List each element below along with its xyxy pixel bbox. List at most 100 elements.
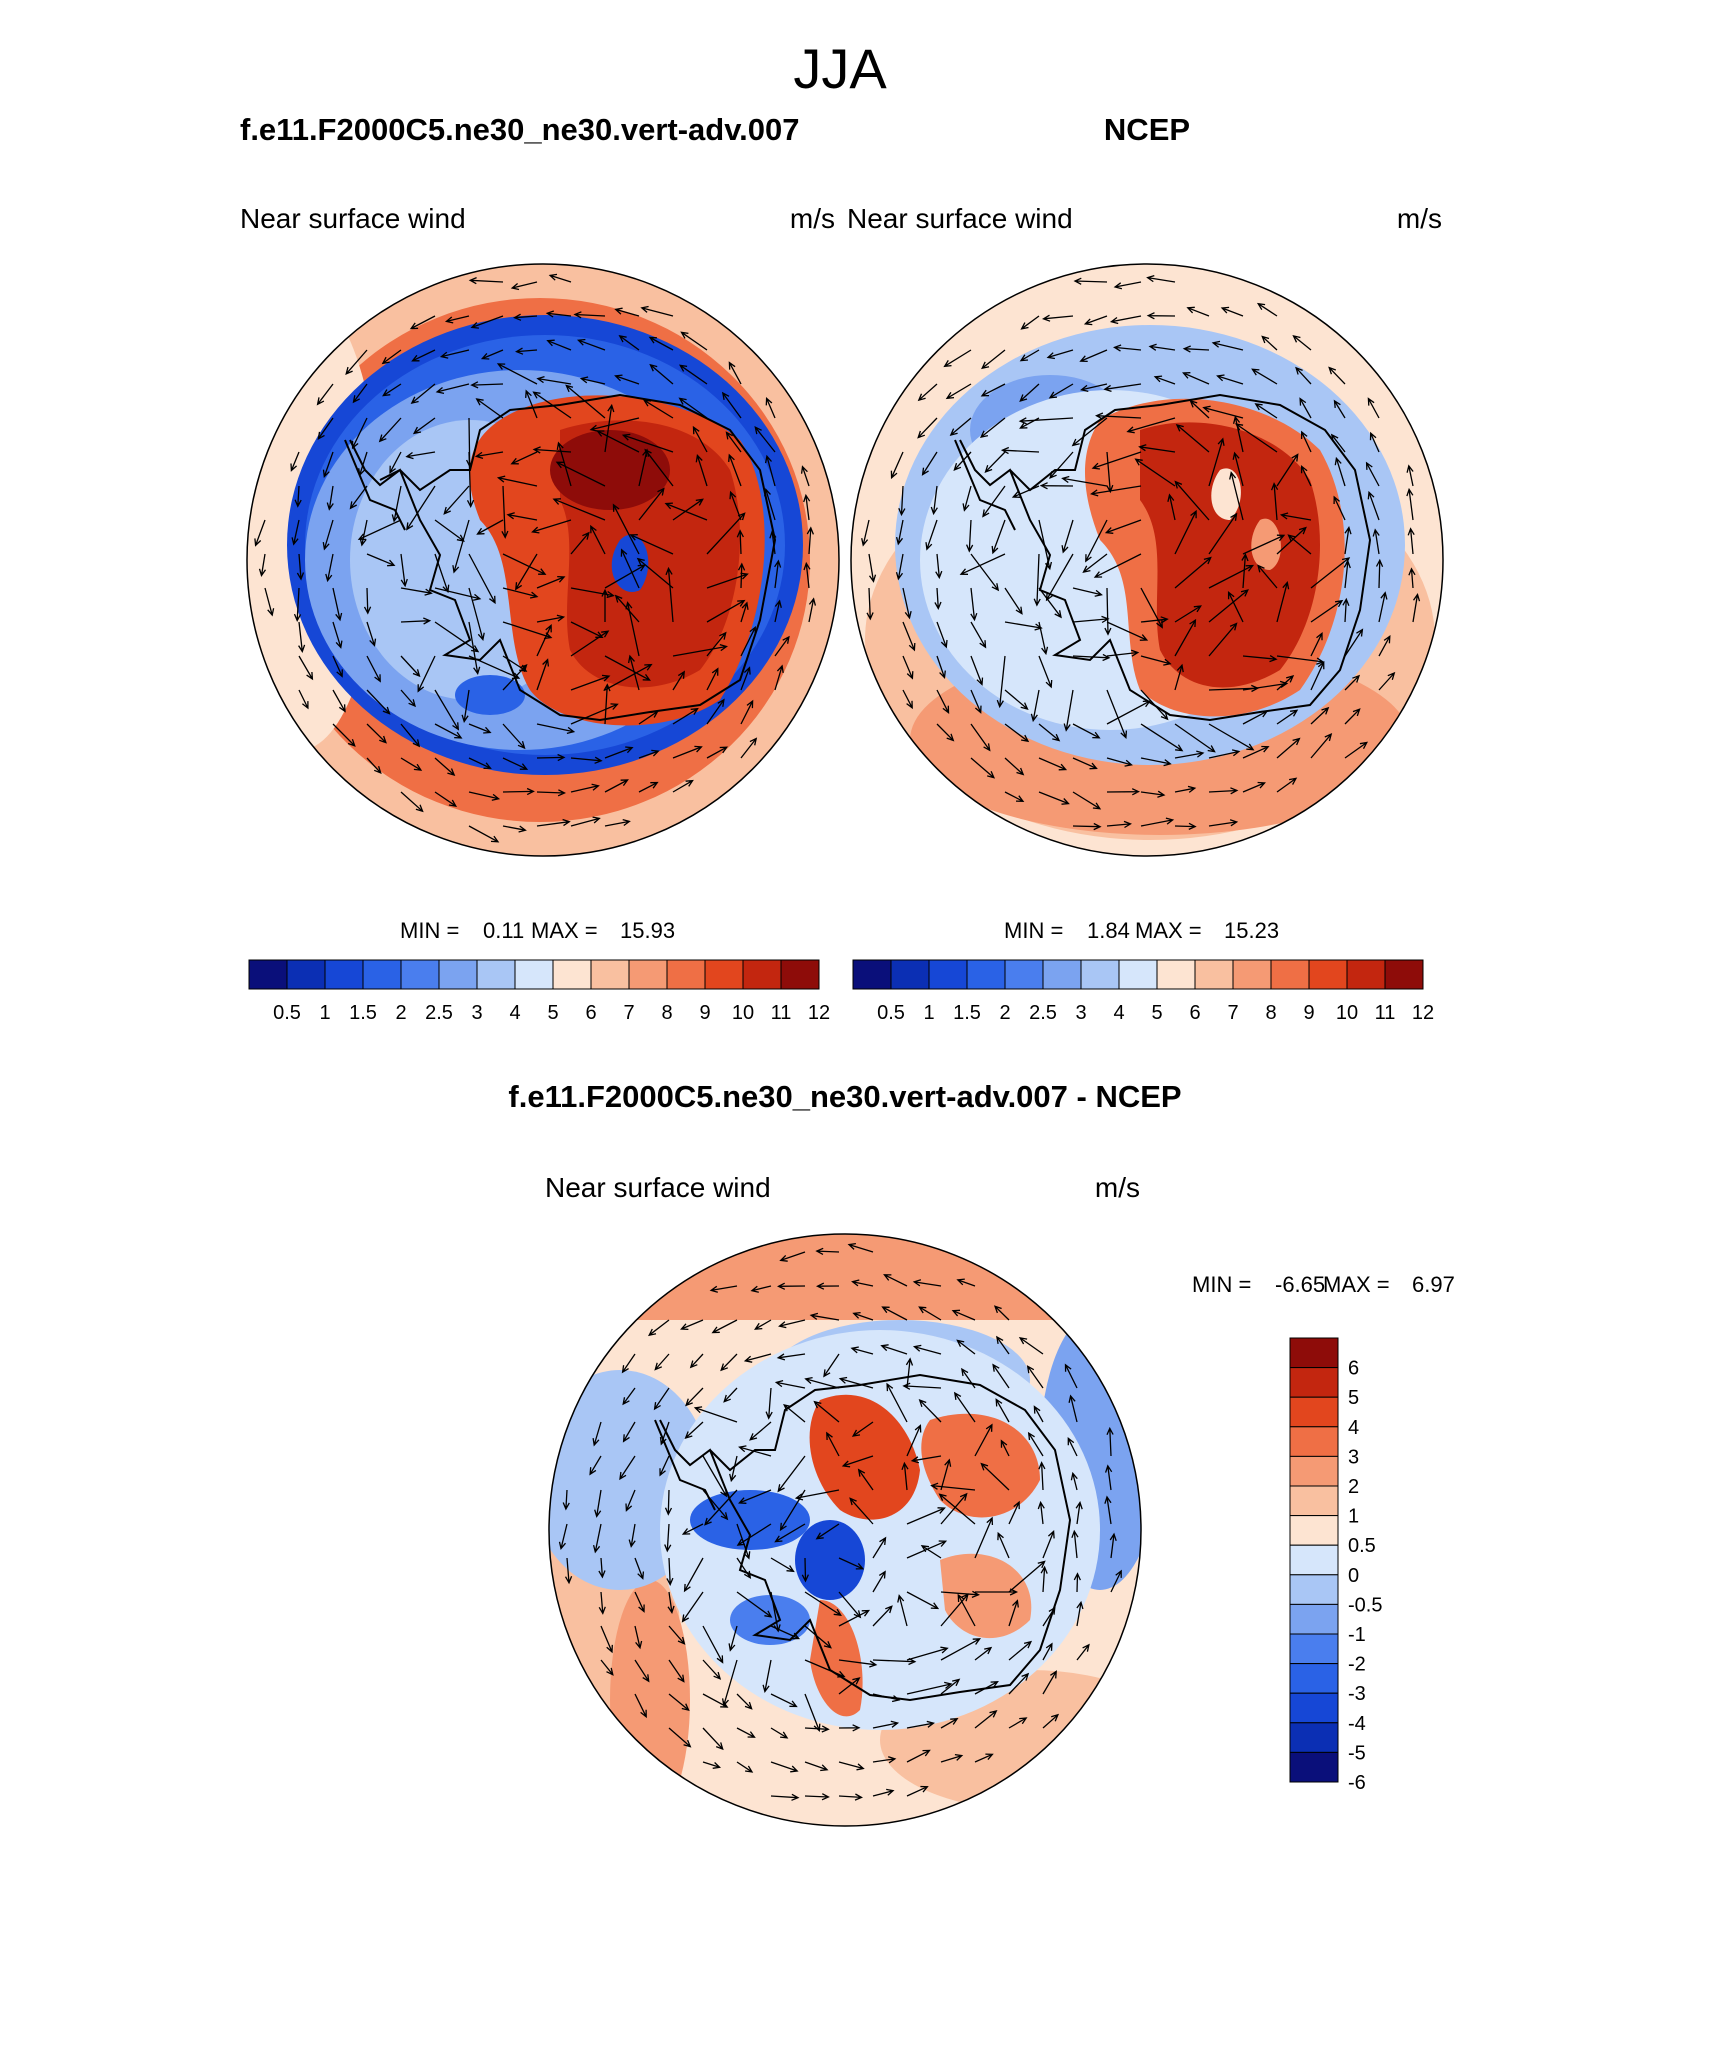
obs-wind-vector [982, 485, 1006, 518]
model-wind-vector [325, 553, 334, 583]
diff-wind-vector [1000, 1439, 1010, 1457]
obs-wind-vector [1407, 527, 1415, 555]
model-wind-vector [638, 781, 659, 793]
obs-wind-vector [1208, 589, 1249, 623]
obs-wind-vector [1227, 590, 1244, 623]
obs-polar-map [850, 263, 1444, 857]
model-wind-vector [644, 448, 674, 487]
obs-wind-vector [1018, 417, 1074, 425]
model-wind-vector [692, 425, 708, 453]
obs-max-label: MAX = [1135, 918, 1202, 943]
obs-wind-vector [1254, 403, 1278, 419]
obs-wind-vector [1208, 749, 1241, 759]
model-wind-vector [740, 625, 756, 657]
model-colorbar-swatch [324, 959, 364, 990]
model-wind-vector [621, 433, 674, 453]
diff-wind-vector [564, 1557, 573, 1585]
model-wind-vector [740, 666, 751, 691]
diff-wind-vector [1042, 1606, 1056, 1627]
diff-wind-vector [980, 1462, 1010, 1491]
diff-colorbar-swatch [1289, 1751, 1339, 1783]
diff-wind-vector [951, 1309, 976, 1321]
model-variable-label: Near surface wind [240, 203, 466, 234]
diff-wind-vector [659, 1421, 670, 1446]
model-wind-vector [405, 451, 436, 460]
model-wind-vector [366, 689, 391, 715]
diff-wind-vector [1008, 1717, 1028, 1729]
diff-wind-vector [681, 1523, 704, 1535]
model-wind-vector [649, 363, 674, 385]
obs-wind-vector [1072, 723, 1101, 739]
obs-colorbar-tick: 12 [1412, 1002, 1434, 1024]
model-wind-vector [468, 277, 504, 285]
diff-wind-vector [619, 1455, 636, 1481]
diff-wind-vector [961, 1367, 976, 1389]
model-wind-vector [614, 307, 640, 317]
diff-wind-vector [1026, 1365, 1044, 1389]
diff-wind-vector [918, 1306, 942, 1321]
diff-wind-vector [667, 1591, 675, 1614]
model-wind-vector [740, 699, 754, 725]
diff-wind-vector [770, 1727, 789, 1739]
model-wind-vector [765, 397, 776, 419]
obs-wind-vector [1046, 349, 1074, 360]
diff-wind-vector [736, 1693, 753, 1710]
model-wind-vector [545, 310, 572, 318]
diff-wind-vector [1076, 1643, 1090, 1661]
diff-max-value: 6.97 [1412, 1272, 1455, 1297]
model-wind-vector [604, 655, 651, 681]
obs-wind-vector [1174, 556, 1212, 589]
obs-wind-vector [1241, 553, 1249, 589]
obs-wind-vector [1182, 372, 1210, 385]
diff-colorbar-swatch [1289, 1574, 1339, 1605]
model-colorbar-tick: 2 [395, 1002, 406, 1024]
diff-wind-vector [801, 1557, 809, 1583]
obs-wind-vector [1310, 706, 1330, 725]
diff-wind-vector [940, 1492, 968, 1525]
model-wind-vector [417, 655, 436, 693]
obs-wind-vector [1095, 412, 1142, 420]
diff-colorbar-tick: 0 [1348, 1565, 1359, 1587]
obs-wind-vector [1276, 675, 1295, 691]
diff-wind-vector [770, 1557, 795, 1573]
obs-wind-vector [895, 519, 904, 546]
diff-wind-vector [872, 1536, 887, 1559]
diff-colorbar-swatch [1289, 1603, 1339, 1635]
obs-wind-vector [1061, 519, 1074, 554]
obs-wind-vector [866, 587, 874, 621]
model-wind-vector [434, 519, 465, 542]
obs-wind-vector [1038, 655, 1053, 689]
obs-wind-vector [1367, 490, 1380, 521]
diff-wind-vector [702, 1659, 722, 1680]
obs-wind-vector [1256, 302, 1278, 317]
model-wind-vector [764, 454, 776, 487]
model-wind-vector [627, 654, 640, 691]
diff-wind-vector [997, 1531, 1010, 1559]
obs-wind-vector [1186, 306, 1210, 317]
diff-wind-vector [664, 1489, 673, 1516]
model-wind-vector [434, 689, 460, 731]
obs-colorbar-swatch [1346, 959, 1386, 990]
obs-wind-vector [898, 485, 906, 517]
model-wind-vector [476, 519, 504, 535]
diff-wind-vector [634, 1557, 645, 1580]
obs-wind-vector [1344, 708, 1361, 725]
diff-wind-vector [648, 1319, 670, 1337]
obs-min-value: 1.84 [1087, 918, 1130, 943]
obs-wind-vector [1140, 689, 1169, 721]
model-wind-vector [470, 381, 504, 389]
obs-wind-vector [979, 417, 1006, 439]
diff-wind-vector [668, 1727, 692, 1748]
model-wind-vector [638, 487, 665, 521]
obs-wind-vector [1375, 558, 1384, 589]
obs-colorbar-tick: 10 [1336, 1002, 1358, 1024]
model-wind-vector [665, 566, 674, 623]
diff-wind-vector [774, 1523, 806, 1543]
model-wind-vector [322, 519, 334, 551]
diff-wind-vector [704, 1489, 738, 1526]
obs-wind-vector [1333, 399, 1346, 419]
model-wind-vector [536, 723, 576, 735]
diff-wind-vector [684, 1421, 704, 1440]
diff-wind-vector [592, 1523, 602, 1554]
obs-wind-vector [1344, 526, 1352, 555]
